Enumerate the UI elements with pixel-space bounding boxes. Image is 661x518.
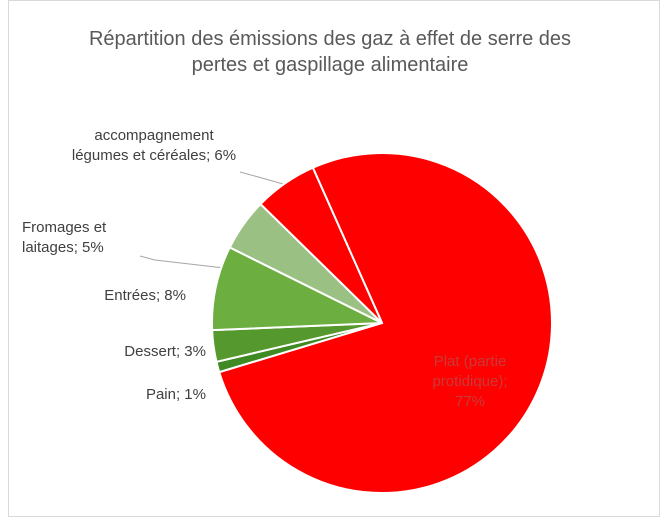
chart-title: Répartition des émissions des gaz à effe… bbox=[88, 28, 572, 76]
data-label: Entrées; 8% bbox=[104, 287, 186, 304]
data-label: accompagnement légumes et céréales; 6% bbox=[71, 127, 237, 164]
data-label: Fromages et laitages; 5% bbox=[22, 219, 107, 256]
chart-border bbox=[8, 0, 660, 517]
pie-slice bbox=[218, 152, 553, 494]
leader-line bbox=[139, 255, 225, 269]
leader-line bbox=[239, 171, 291, 187]
data-label: Pain; 1% bbox=[145, 386, 206, 403]
data-label: Dessert; 3% bbox=[124, 343, 206, 360]
pie-slice bbox=[259, 166, 383, 324]
data-label: Plat (partie protidique); 77% bbox=[432, 353, 508, 410]
